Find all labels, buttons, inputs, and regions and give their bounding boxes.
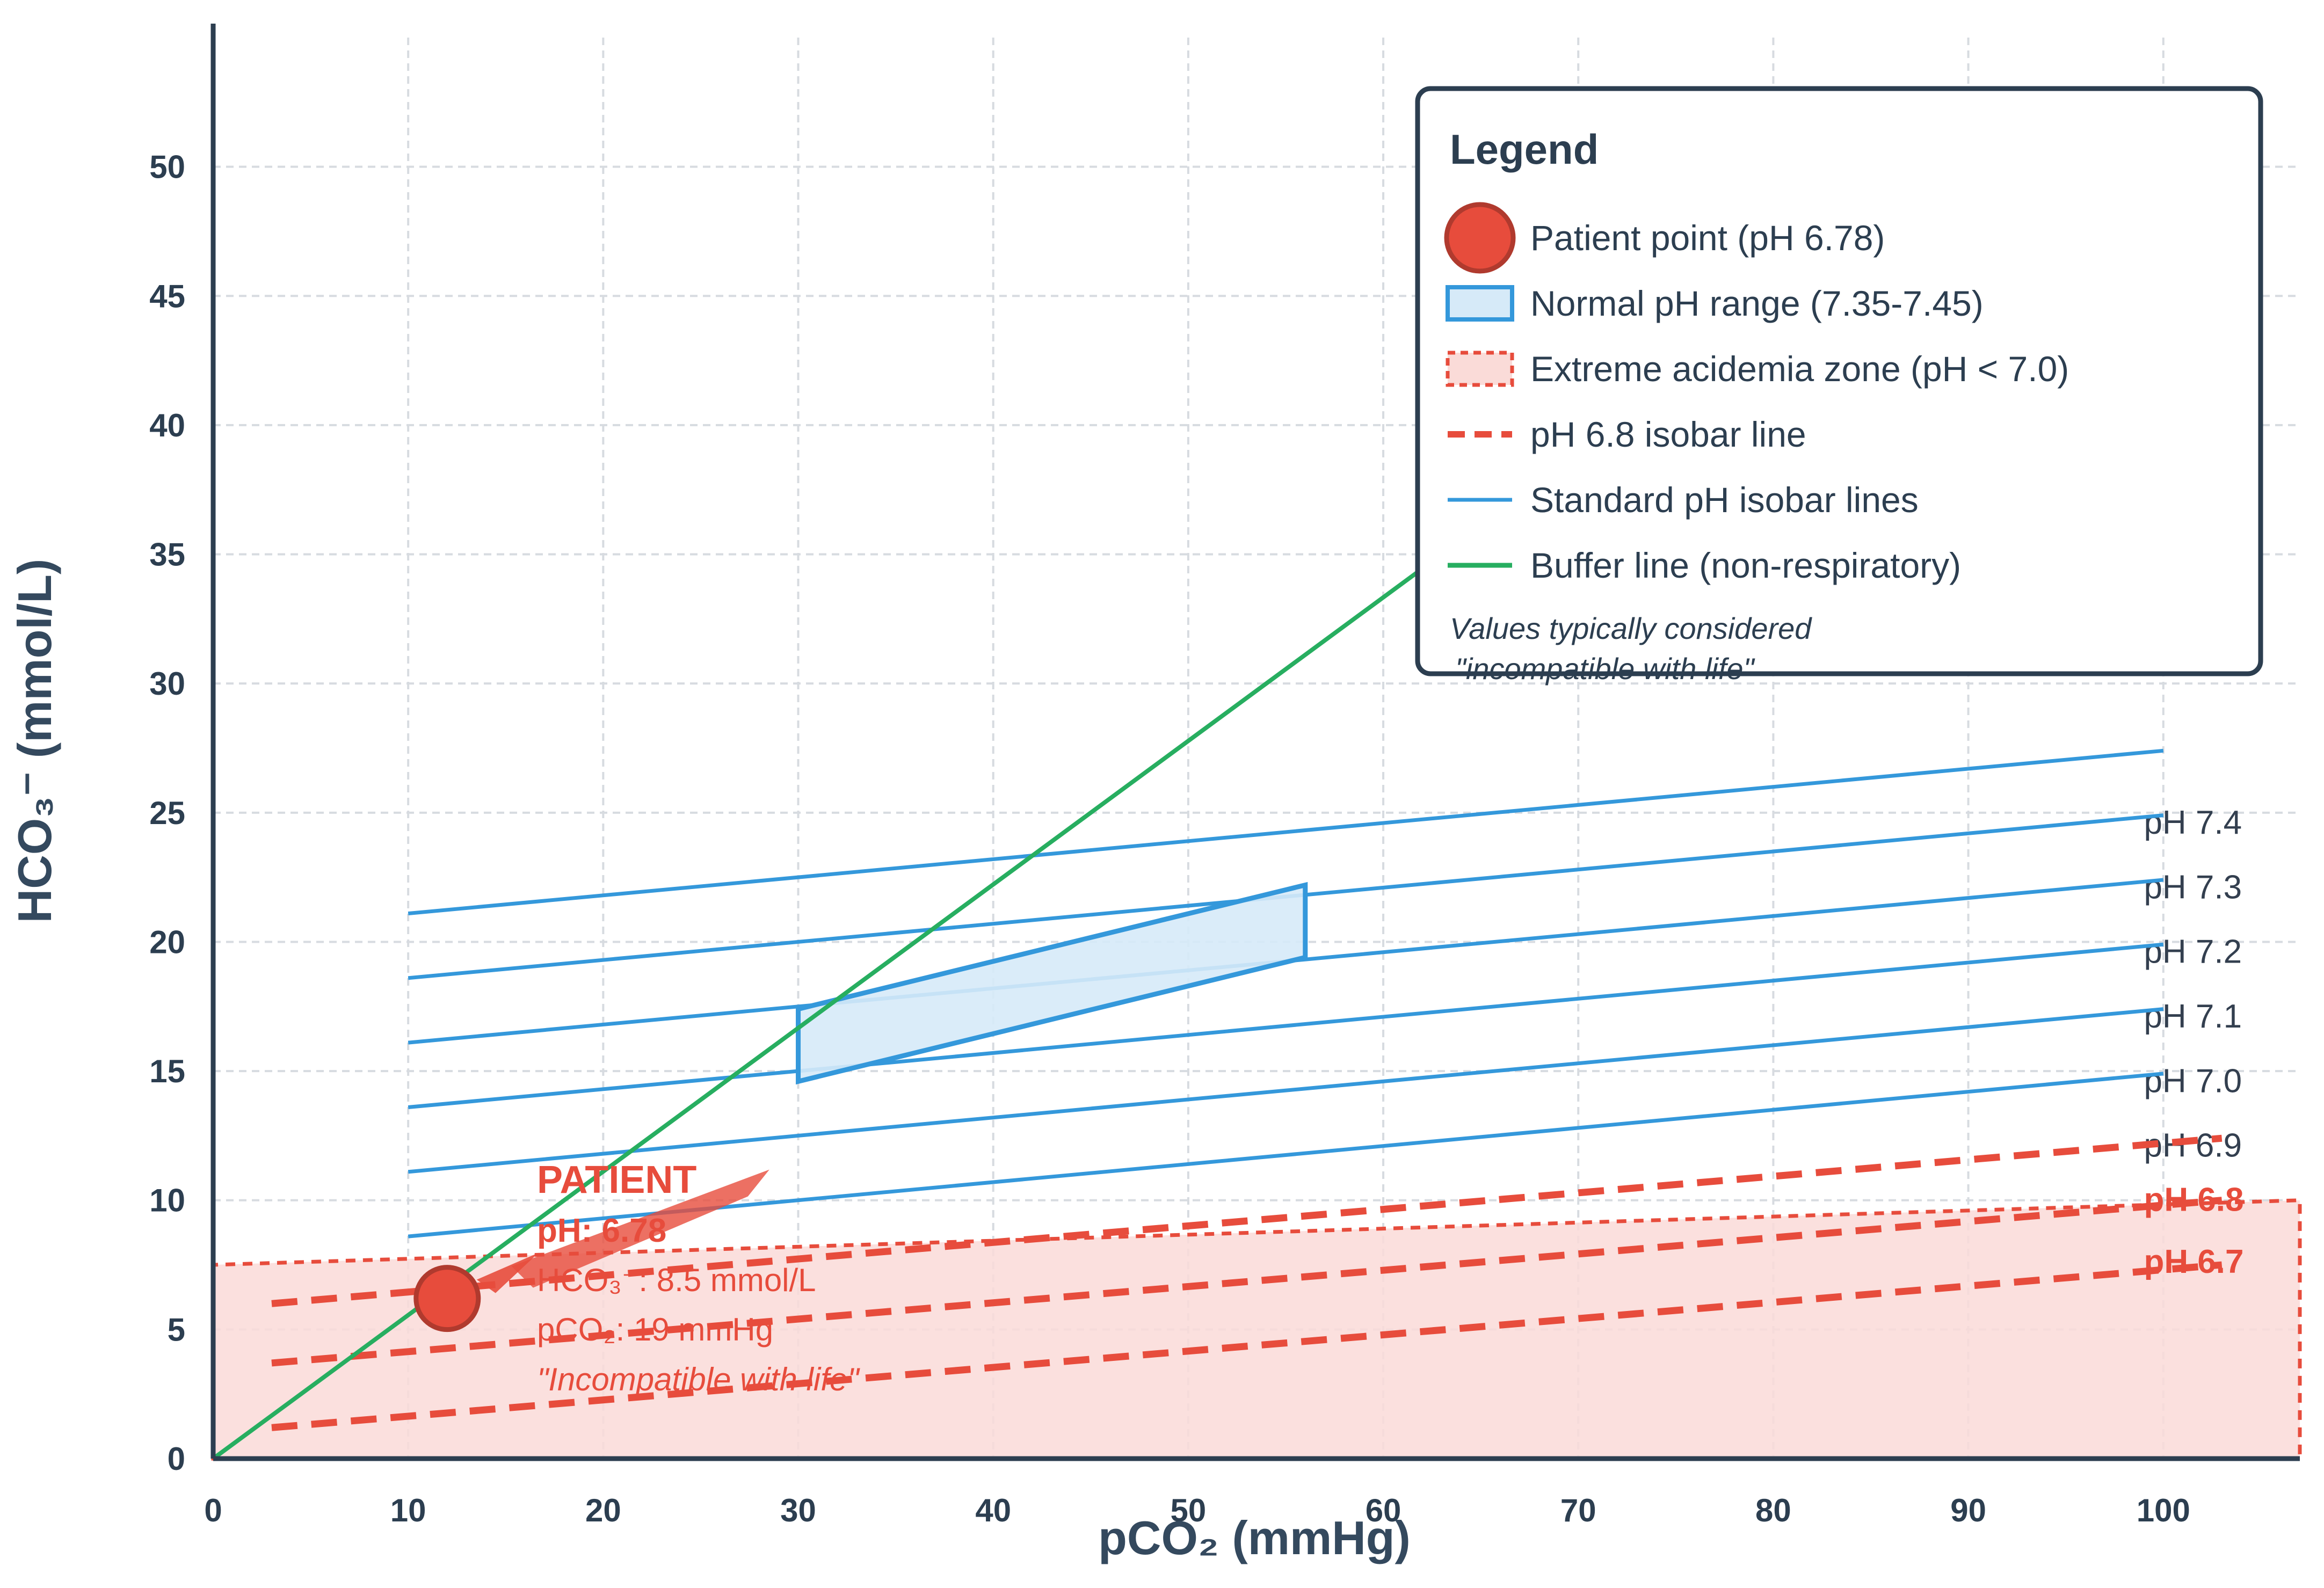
legend-item-label: Patient point (pH 6.78)	[1530, 218, 1885, 258]
legend-patient-icon	[1444, 202, 1516, 274]
patient-annotation-hco3: HCO₃⁻: 8.5 mmol/L	[537, 1262, 816, 1298]
x-axis-title: pCO₂ (mmHg)	[1098, 1511, 1411, 1564]
y-tick-label: 30	[149, 666, 185, 702]
y-tick-label: 5	[168, 1312, 185, 1347]
patient-annotation-pco2: pCO₂: 19 mmHg	[537, 1312, 773, 1347]
isobar-line	[271, 1261, 2223, 1431]
x-tick-label: 40	[975, 1492, 1011, 1528]
isobar-label: pH 6.9	[2144, 1127, 2242, 1164]
legend-note-line1: Values typically considered	[1450, 611, 1812, 645]
legend-item-label: Standard pH isobar lines	[1530, 480, 1919, 520]
legend-item-label: pH 6.8 isobar line	[1530, 414, 1806, 454]
patient-annotation-note: "Incompatible with life"	[537, 1361, 860, 1397]
isobar-line	[408, 1007, 2164, 1174]
legend-box	[1415, 86, 2263, 676]
legend-acidemia-icon	[1446, 351, 1514, 387]
isobar-line	[271, 1197, 2223, 1367]
isobar-label: pH 7.3	[2144, 869, 2242, 906]
normal-range-layer	[796, 882, 1308, 1085]
x-tick-label: 100	[2137, 1492, 2190, 1528]
isobar-label: pH 7.0	[2144, 1062, 2242, 1099]
patient-layer: PATIENT pH: 6.78 HCO₃⁻: 8.5 mmol/L pCO₂: 19…	[413, 1159, 860, 1397]
x-tick-label: 50	[1171, 1492, 1207, 1528]
x-tick-label: 70	[1560, 1492, 1596, 1528]
y-tick-label: 20	[149, 924, 185, 960]
isobar-line	[271, 1134, 2223, 1307]
legend-normal-icon	[1446, 285, 1514, 322]
isobar-line	[408, 748, 2164, 915]
legend-item-label: Normal pH range (7.35-7.45)	[1530, 283, 1984, 323]
isobar-label: pH 7.4	[2144, 804, 2242, 841]
x-tick-label: 0	[204, 1492, 222, 1528]
y-tick-label: 50	[149, 149, 185, 185]
legend-item-label: Extreme acidemia zone (pH < 7.0)	[1530, 349, 2069, 389]
y-tick-label: 10	[149, 1183, 185, 1219]
x-tick-label: 20	[585, 1492, 621, 1528]
isobar-label: pH 7.2	[2144, 934, 2242, 971]
patient-annotation-ph: pH: 6.78	[537, 1212, 666, 1249]
acidemia-zone-layer	[211, 1198, 2302, 1461]
x-tick-label: 90	[1950, 1492, 1986, 1528]
y-tick-label: 15	[149, 1053, 185, 1089]
patient-point	[413, 1265, 481, 1332]
legend-item-label: Buffer line (non-respiratory)	[1530, 545, 1961, 585]
patient-annotation-title: PATIENT	[537, 1159, 696, 1201]
isobar-label: pH 6.7	[2144, 1243, 2243, 1280]
x-tick-label: 60	[1366, 1492, 1401, 1528]
patient-arrow	[511, 1169, 769, 1288]
x-tick-label: 10	[390, 1492, 426, 1528]
normal-ph-region	[796, 882, 1308, 1085]
y-tick-label: 35	[149, 537, 185, 573]
legend-title: Legend	[1450, 126, 1599, 173]
isobar-label: pH 7.1	[2144, 998, 2242, 1035]
y-tick-label: 45	[149, 278, 185, 314]
y-tick-label: 0	[168, 1441, 185, 1477]
acidemia-zone	[211, 1198, 2302, 1461]
isobar-line	[408, 942, 2164, 1109]
y-tick-label: 25	[149, 795, 185, 831]
x-tick-label: 80	[1755, 1492, 1791, 1528]
tick-labels: 0 10 20 30 40 50 60 70 80 90 100 0 5 10 15 20 25 30 35 40 45…	[8, 149, 2190, 1564]
legend: Legend Patient point (pH 6.78) Normal pH r…	[1415, 86, 2263, 686]
axes	[210, 24, 2300, 1461]
x-tick-label: 30	[780, 1492, 816, 1528]
y-axis-title: HCO₃⁻ (mmol/L)	[8, 559, 61, 923]
legend-note-line2: "incompatible with life"	[1455, 652, 1755, 686]
y-tick-label: 40	[149, 407, 185, 443]
